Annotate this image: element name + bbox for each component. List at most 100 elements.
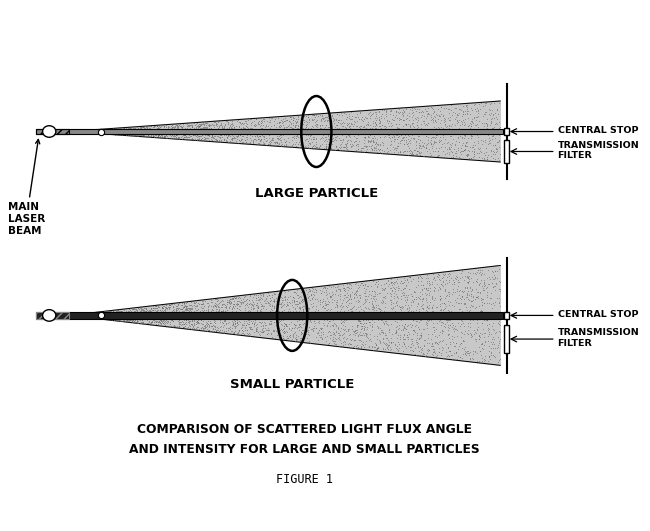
Point	[318, 312, 329, 320]
Point	[277, 296, 287, 305]
Point	[447, 110, 458, 119]
Point	[456, 338, 466, 347]
Point	[406, 130, 416, 139]
Point	[109, 128, 119, 136]
Point	[261, 305, 272, 313]
Point	[346, 281, 356, 289]
Point	[99, 128, 110, 136]
Point	[105, 309, 115, 318]
Point	[458, 314, 468, 323]
Point	[260, 296, 270, 305]
Point	[116, 307, 126, 315]
Point	[375, 310, 385, 318]
Point	[130, 126, 140, 134]
Point	[105, 130, 115, 139]
Point	[344, 132, 354, 140]
Point	[277, 312, 287, 320]
Point	[302, 135, 312, 143]
Point	[346, 322, 357, 330]
Point	[302, 290, 312, 298]
Point	[187, 125, 197, 133]
Point	[383, 130, 393, 138]
Point	[96, 314, 106, 322]
Point	[226, 311, 237, 320]
Point	[254, 119, 265, 128]
Point	[412, 309, 423, 317]
Point	[430, 113, 441, 122]
Point	[296, 124, 307, 132]
Point	[247, 299, 257, 308]
Point	[305, 140, 315, 148]
Point	[188, 317, 199, 326]
Point	[295, 119, 306, 127]
Point	[301, 116, 311, 125]
Point	[385, 125, 395, 134]
Point	[334, 285, 345, 294]
Point	[445, 139, 456, 148]
Point	[212, 297, 222, 306]
Point	[112, 126, 123, 135]
Point	[173, 124, 183, 133]
Point	[386, 137, 396, 145]
Point	[276, 118, 287, 127]
Point	[389, 148, 399, 156]
Point	[372, 311, 382, 319]
Point	[234, 293, 244, 301]
Point	[462, 294, 473, 303]
Point	[99, 128, 109, 136]
Point	[407, 292, 417, 300]
Point	[304, 143, 314, 151]
Point	[109, 125, 119, 133]
Point	[367, 110, 378, 118]
Point	[486, 299, 496, 308]
Point	[271, 128, 281, 136]
Point	[255, 307, 265, 315]
Point	[294, 320, 304, 329]
Point	[302, 313, 313, 321]
Point	[122, 316, 133, 324]
Point	[241, 122, 252, 131]
Point	[493, 154, 504, 162]
Point	[486, 146, 496, 155]
Point	[252, 132, 263, 140]
Point	[252, 124, 263, 133]
Point	[309, 317, 319, 326]
Point	[221, 137, 231, 145]
Point	[235, 118, 246, 127]
Point	[424, 110, 434, 118]
Point	[457, 112, 467, 120]
Point	[357, 321, 367, 330]
Point	[387, 303, 398, 311]
Point	[413, 299, 423, 308]
Point	[122, 312, 133, 321]
Point	[253, 135, 263, 143]
Point	[384, 125, 394, 133]
Point	[289, 134, 300, 142]
Point	[368, 305, 378, 313]
Point	[122, 313, 133, 321]
Point	[129, 127, 139, 136]
Point	[214, 122, 224, 130]
Point	[478, 130, 489, 139]
Point	[331, 307, 341, 316]
Point	[176, 133, 186, 141]
Point	[206, 302, 216, 311]
Point	[268, 297, 278, 305]
Point	[230, 311, 240, 319]
Point	[452, 345, 463, 353]
Point	[424, 345, 434, 354]
Point	[484, 342, 494, 350]
Point	[322, 117, 332, 125]
Point	[467, 302, 478, 310]
Point	[141, 125, 151, 134]
Point	[245, 331, 255, 340]
Point	[289, 323, 299, 332]
Point	[490, 353, 501, 361]
Point	[482, 115, 492, 123]
Point	[111, 130, 122, 139]
Point	[303, 294, 313, 302]
Point	[73, 312, 83, 320]
Point	[236, 296, 246, 304]
Point	[179, 125, 189, 134]
Point	[222, 133, 232, 141]
